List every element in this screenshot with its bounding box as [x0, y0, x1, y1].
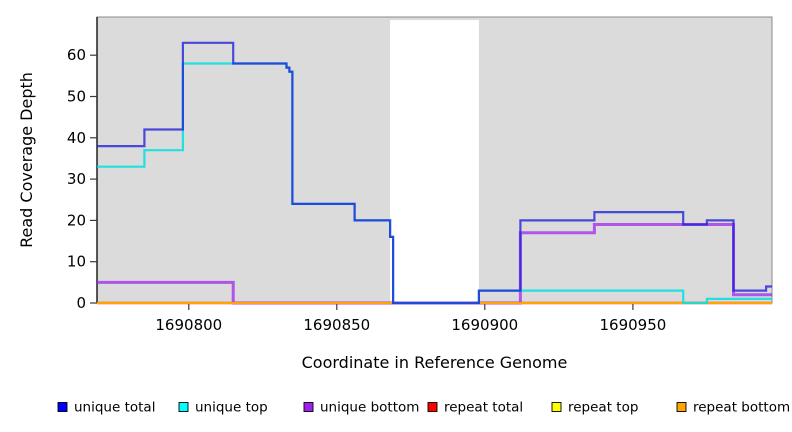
- legend-label-unique-top: unique top: [195, 400, 268, 416]
- x-tick-label: 1690900: [451, 316, 518, 334]
- legend-label-repeat-total: repeat total: [444, 400, 523, 416]
- legend-item-repeat-total: repeat total: [427, 400, 523, 416]
- y-tick-label: 50: [67, 88, 86, 106]
- legend-item-unique-total: unique total: [57, 400, 155, 416]
- x-tick-label: 1690950: [599, 316, 666, 334]
- y-tick-label: 60: [67, 46, 86, 64]
- legend-swatch-repeat-bottom: [676, 402, 687, 412]
- legend-item-unique-top: unique top: [178, 400, 268, 416]
- x-tick-label: 1690850: [303, 316, 370, 334]
- legend-item-repeat-top: repeat top: [551, 400, 638, 416]
- legend-swatch-repeat-total: [427, 402, 438, 412]
- legend-label-repeat-bottom: repeat bottom: [693, 400, 790, 416]
- y-tick-label: 20: [67, 211, 86, 229]
- y-tick-label: 30: [67, 170, 86, 188]
- series-unique-total: [97, 41, 772, 305]
- legend-label-repeat-top: repeat top: [568, 400, 638, 416]
- legend-item-repeat-bottom: repeat bottom: [676, 400, 790, 416]
- y-axis-title: Read Coverage Depth: [17, 72, 36, 248]
- y-tick-label: 0: [76, 294, 86, 312]
- legend-label-unique-bottom: unique bottom: [320, 400, 419, 416]
- coverage-gap-band: [390, 20, 479, 303]
- legend-label-unique-total: unique total: [74, 400, 155, 416]
- y-tick-label: 40: [67, 129, 86, 147]
- x-axis-title: Coordinate in Reference Genome: [302, 353, 568, 372]
- legend-item-unique-bottom: unique bottom: [303, 400, 419, 416]
- y-tick-label: 10: [67, 253, 86, 271]
- legend-swatch-unique-total: [57, 402, 68, 412]
- legend-swatch-unique-top: [178, 402, 189, 412]
- legend-swatch-repeat-top: [551, 402, 562, 412]
- legend-swatch-unique-bottom: [303, 402, 314, 412]
- x-tick-label: 1690800: [155, 316, 222, 334]
